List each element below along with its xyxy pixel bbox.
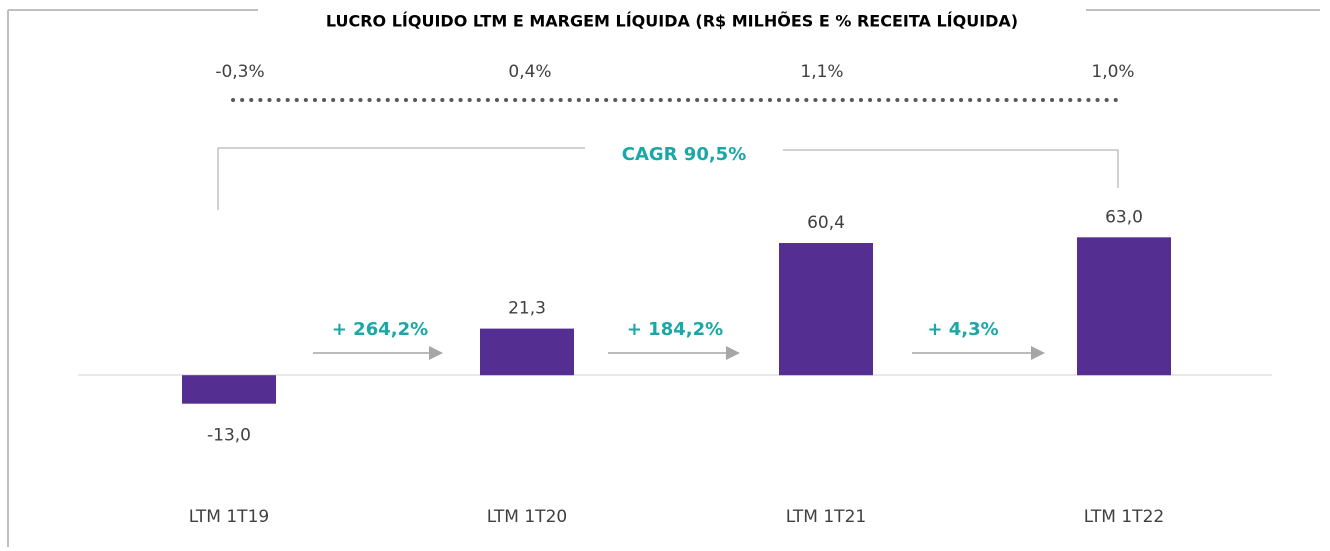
margin-label: 1,1%: [800, 62, 843, 82]
margin-label: -0,3%: [215, 62, 264, 82]
cagr-bracket: [783, 149, 1119, 188]
arrow-head: [726, 346, 740, 360]
margin-label: 1,0%: [1091, 62, 1134, 82]
value-label: 63,0: [1105, 207, 1143, 227]
growth-label: + 264,2%: [332, 319, 428, 340]
arrow-head: [1031, 346, 1045, 360]
margin-label: 0,4%: [508, 62, 551, 82]
value-label: 21,3: [508, 299, 546, 319]
bar: [1077, 237, 1171, 376]
bar: [480, 328, 574, 376]
cagr-bracket: [217, 147, 585, 210]
value-label: 60,4: [807, 213, 845, 233]
growth-label: + 184,2%: [627, 319, 723, 340]
bar: [182, 375, 276, 404]
x-tick-label: LTM 1T19: [189, 507, 269, 527]
cagr-label: CAGR 90,5%: [622, 144, 747, 165]
growth-label: + 4,3%: [927, 319, 998, 340]
bar: [779, 243, 873, 376]
x-tick-label: LTM 1T21: [786, 507, 866, 527]
chart-title: LUCRO LÍQUIDO LTM E MARGEM LÍQUIDA (R$ M…: [326, 12, 1018, 31]
x-tick-label: LTM 1T20: [487, 507, 567, 527]
x-tick-label: LTM 1T22: [1084, 507, 1164, 527]
arrow-head: [429, 346, 443, 360]
value-label: -13,0: [207, 426, 251, 446]
